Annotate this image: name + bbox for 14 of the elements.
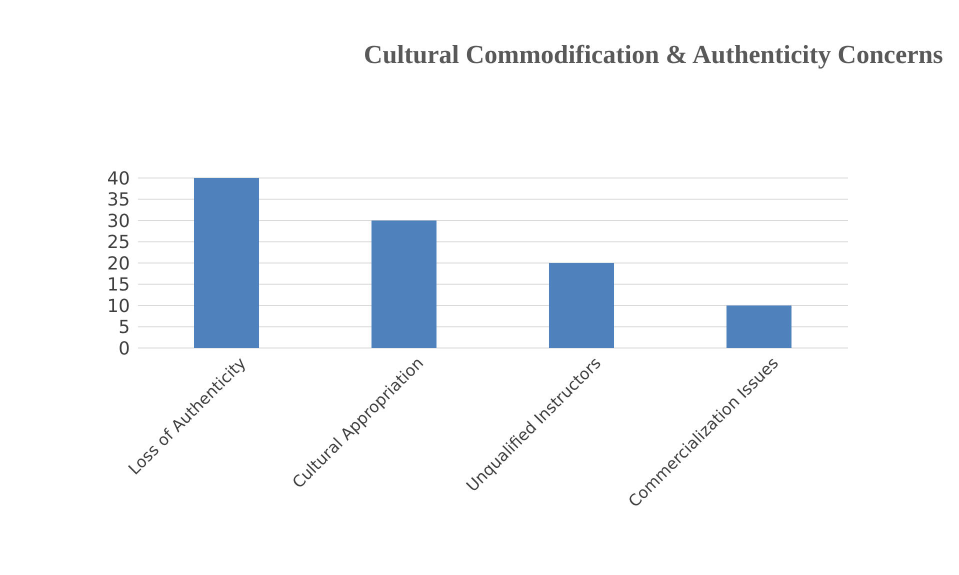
y-tick-label: 5: [118, 317, 130, 338]
chart-title: Cultural Commodification & Authenticity Concerns: [362, 39, 944, 71]
y-tick-label: 0: [118, 338, 130, 360]
y-tick-label: 25: [107, 232, 130, 254]
bar: [194, 178, 259, 348]
bar: [726, 306, 792, 348]
y-tick-label: 20: [107, 253, 130, 274]
y-tick-label: 15: [107, 274, 130, 296]
y-tick-label: 35: [107, 190, 130, 211]
bar: [372, 220, 436, 348]
bar: [549, 263, 614, 348]
y-tick-label: 10: [107, 296, 130, 317]
y-tick-label: 40: [107, 168, 130, 190]
y-tick-label: 30: [107, 210, 130, 232]
